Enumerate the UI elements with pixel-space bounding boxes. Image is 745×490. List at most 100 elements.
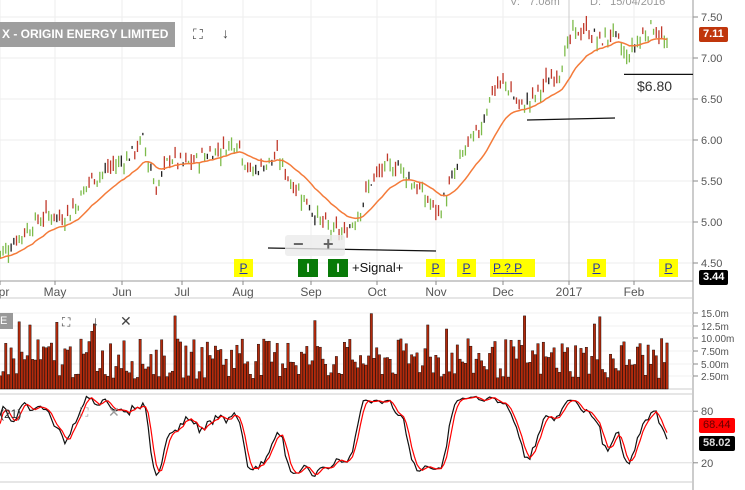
- arrow-down-icon[interactable]: ↓: [92, 313, 99, 329]
- price-tick-label: 7.00: [701, 53, 722, 65]
- volume-bar: [278, 376, 282, 390]
- volume-bar: [614, 368, 618, 390]
- volume-bar: [603, 372, 607, 390]
- volume-bar: [246, 361, 250, 390]
- volume-bar: [523, 315, 526, 390]
- volume-bar: [154, 349, 158, 390]
- volume-bar: [528, 362, 532, 390]
- volume-bar: [208, 355, 212, 390]
- volume-bar: [224, 358, 228, 390]
- p-marker-group[interactable]: P ? P: [490, 259, 535, 277]
- p-marker[interactable]: P: [457, 259, 476, 277]
- volume-bar: [509, 339, 513, 390]
- volume-bar: [267, 340, 271, 390]
- volume-bar: [555, 367, 559, 390]
- expand-icon[interactable]: ⛶: [193, 26, 203, 42]
- p-marker[interactable]: P: [587, 259, 606, 277]
- volume-bar: [36, 339, 40, 390]
- zoom-out-button[interactable]: −: [293, 234, 304, 254]
- volume-bar: [617, 370, 621, 390]
- volume-bar: [12, 358, 16, 390]
- arrow-down-icon[interactable]: ↓: [222, 25, 229, 41]
- volume-bar: [41, 346, 45, 390]
- volume-bar: [420, 365, 424, 390]
- volume-bar: [364, 364, 368, 390]
- volume-bar: [17, 321, 21, 390]
- volume-bar: [60, 364, 64, 390]
- volume-bar: [316, 346, 319, 390]
- volume-tick-label: 5.00m: [701, 360, 729, 371]
- volume-bar: [646, 344, 650, 390]
- volume-bar: [66, 349, 69, 390]
- volume-bar: [214, 345, 217, 390]
- time-tick-label: Jun: [112, 285, 131, 299]
- volume-bar: [464, 363, 467, 390]
- stoch-tick-label: 20: [701, 458, 713, 470]
- volume-bar: [434, 355, 438, 390]
- volume-readout: V: 7.08m: [510, 0, 560, 8]
- volume-bar: [227, 376, 231, 390]
- expand-icon[interactable]: ⛶: [80, 405, 89, 419]
- volume-bar: [652, 349, 655, 390]
- p-marker[interactable]: P: [659, 259, 678, 277]
- volume-bar: [273, 352, 276, 390]
- close-icon[interactable]: ✕: [120, 313, 132, 329]
- volume-bar: [47, 346, 51, 390]
- volume-bar: [313, 320, 317, 390]
- volume-bar: [308, 364, 311, 390]
- volume-bar: [477, 352, 481, 390]
- volume-bar: [257, 343, 260, 390]
- support-label: $6.80: [637, 78, 673, 94]
- stoch-d-tag: 58.02: [699, 436, 735, 451]
- volume-bar: [649, 363, 653, 390]
- volume-bar: [79, 338, 83, 390]
- stoch-panel-label[interactable]: (21): [0, 407, 22, 421]
- volume-bar: [152, 374, 155, 390]
- p-marker[interactable]: P: [426, 259, 445, 277]
- volume-bar: [439, 376, 443, 390]
- volume-bar: [321, 358, 325, 390]
- volume-bar: [127, 372, 131, 390]
- volume-bar: [171, 370, 174, 390]
- volume-bar: [310, 360, 314, 390]
- zoom-in-button[interactable]: +: [323, 234, 334, 254]
- volume-bar: [332, 364, 336, 390]
- volume-bar: [44, 347, 48, 390]
- volume-bar: [240, 338, 244, 390]
- volume-bar: [95, 371, 99, 390]
- p-marker[interactable]: P: [234, 259, 253, 277]
- volume-bar: [345, 347, 349, 390]
- volume-bar: [469, 345, 473, 390]
- volume-bar: [579, 348, 583, 390]
- volume-bar: [203, 377, 207, 390]
- volume-bar: [84, 352, 88, 390]
- volume-bar: [283, 368, 287, 390]
- volume-bar: [235, 344, 239, 390]
- i-marker[interactable]: I: [328, 259, 348, 277]
- volume-panel-label[interactable]: E: [0, 313, 13, 329]
- volume-bar: [563, 351, 567, 390]
- volume-bar: [415, 352, 419, 390]
- volume-bar: [361, 363, 365, 390]
- expand-icon[interactable]: ⛶: [62, 315, 71, 329]
- volume-bar: [399, 338, 403, 390]
- chart-title[interactable]: X - ORIGIN ENERGY LIMITED: [0, 22, 175, 47]
- i-marker[interactable]: I: [298, 259, 318, 277]
- volume-bar: [380, 374, 384, 390]
- volume-bar: [394, 373, 397, 390]
- volume-price-tag: 3.44: [699, 270, 729, 285]
- volume-bar: [270, 361, 274, 390]
- volume-bar: [504, 339, 508, 390]
- volume-bar: [533, 354, 537, 390]
- close-icon[interactable]: ✕: [108, 404, 120, 420]
- volume-bar: [39, 359, 43, 390]
- volume-bar: [404, 343, 408, 390]
- volume-bar: [20, 351, 24, 390]
- volume-bar: [52, 360, 56, 390]
- volume-bar: [138, 339, 142, 390]
- volume-bar: [294, 365, 298, 390]
- last-price-tag: 7.11: [699, 27, 728, 42]
- volume-bar: [216, 350, 220, 390]
- volume-bar: [74, 374, 78, 390]
